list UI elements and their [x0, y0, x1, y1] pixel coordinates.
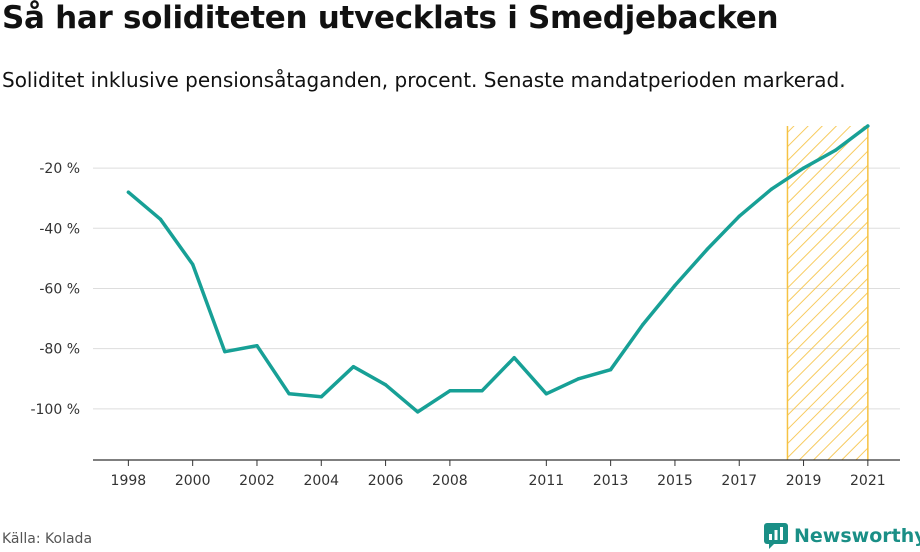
x-tick-label: 2015 — [657, 473, 693, 489]
y-tick-label: -100 % — [30, 402, 80, 418]
data-point — [769, 187, 773, 191]
data-point — [737, 214, 741, 218]
data-point — [158, 217, 163, 221]
data-point — [834, 148, 838, 152]
data-point — [512, 356, 516, 360]
data-point — [383, 383, 388, 387]
data-point — [673, 283, 677, 288]
y-tick-label: -60 % — [39, 281, 80, 297]
data-point — [705, 247, 709, 251]
data-point — [319, 395, 323, 399]
data-point — [351, 365, 356, 369]
data-point — [801, 166, 806, 170]
data-point — [191, 262, 195, 267]
x-tick-label: 2021 — [850, 473, 886, 489]
data-point — [126, 190, 130, 194]
y-tick-label: -80 % — [39, 342, 80, 358]
series-line — [126, 124, 870, 414]
chart-title: Så har soliditeten utvecklats i Smedjeba… — [2, 0, 779, 36]
data-point — [287, 392, 291, 396]
y-tick-label: -40 % — [39, 221, 80, 237]
highlight-area — [787, 126, 868, 460]
x-tick-label: 2017 — [721, 473, 757, 489]
source-note: Källa: Kolada — [2, 531, 93, 547]
data-point — [448, 389, 452, 393]
x-tick-label: 2006 — [368, 473, 404, 489]
data-point — [609, 368, 613, 372]
newsworthy-logo: Newsworthy — [764, 521, 920, 551]
data-point — [416, 410, 420, 414]
data-point — [255, 344, 259, 348]
brand-name: Newsworthy — [794, 525, 920, 547]
line-chart: -20 % -40 % -60 % -80 % -100 % 1998 2000 2002 20… — [30, 124, 900, 489]
chart-subtitle: Soliditet inklusive pensionsåtaganden, p… — [2, 68, 846, 92]
x-tick-label: 2004 — [303, 473, 339, 489]
data-point — [641, 322, 645, 327]
data-point — [480, 389, 484, 393]
x-tick-label: 2000 — [175, 473, 211, 489]
x-tick-label: 2008 — [432, 473, 468, 489]
data-point — [544, 392, 548, 396]
x-tick-label: 2019 — [786, 473, 822, 489]
data-point — [223, 350, 227, 354]
x-tick-label: 1998 — [111, 473, 147, 489]
x-tick-label: 2011 — [529, 473, 565, 489]
data-point — [576, 377, 581, 381]
x-tick-label: 2002 — [239, 473, 275, 489]
data-point — [866, 124, 870, 128]
newsworthy-logo-icon — [764, 523, 788, 549]
y-tick-label: -20 % — [39, 161, 80, 177]
x-tick-label: 2013 — [593, 473, 629, 489]
